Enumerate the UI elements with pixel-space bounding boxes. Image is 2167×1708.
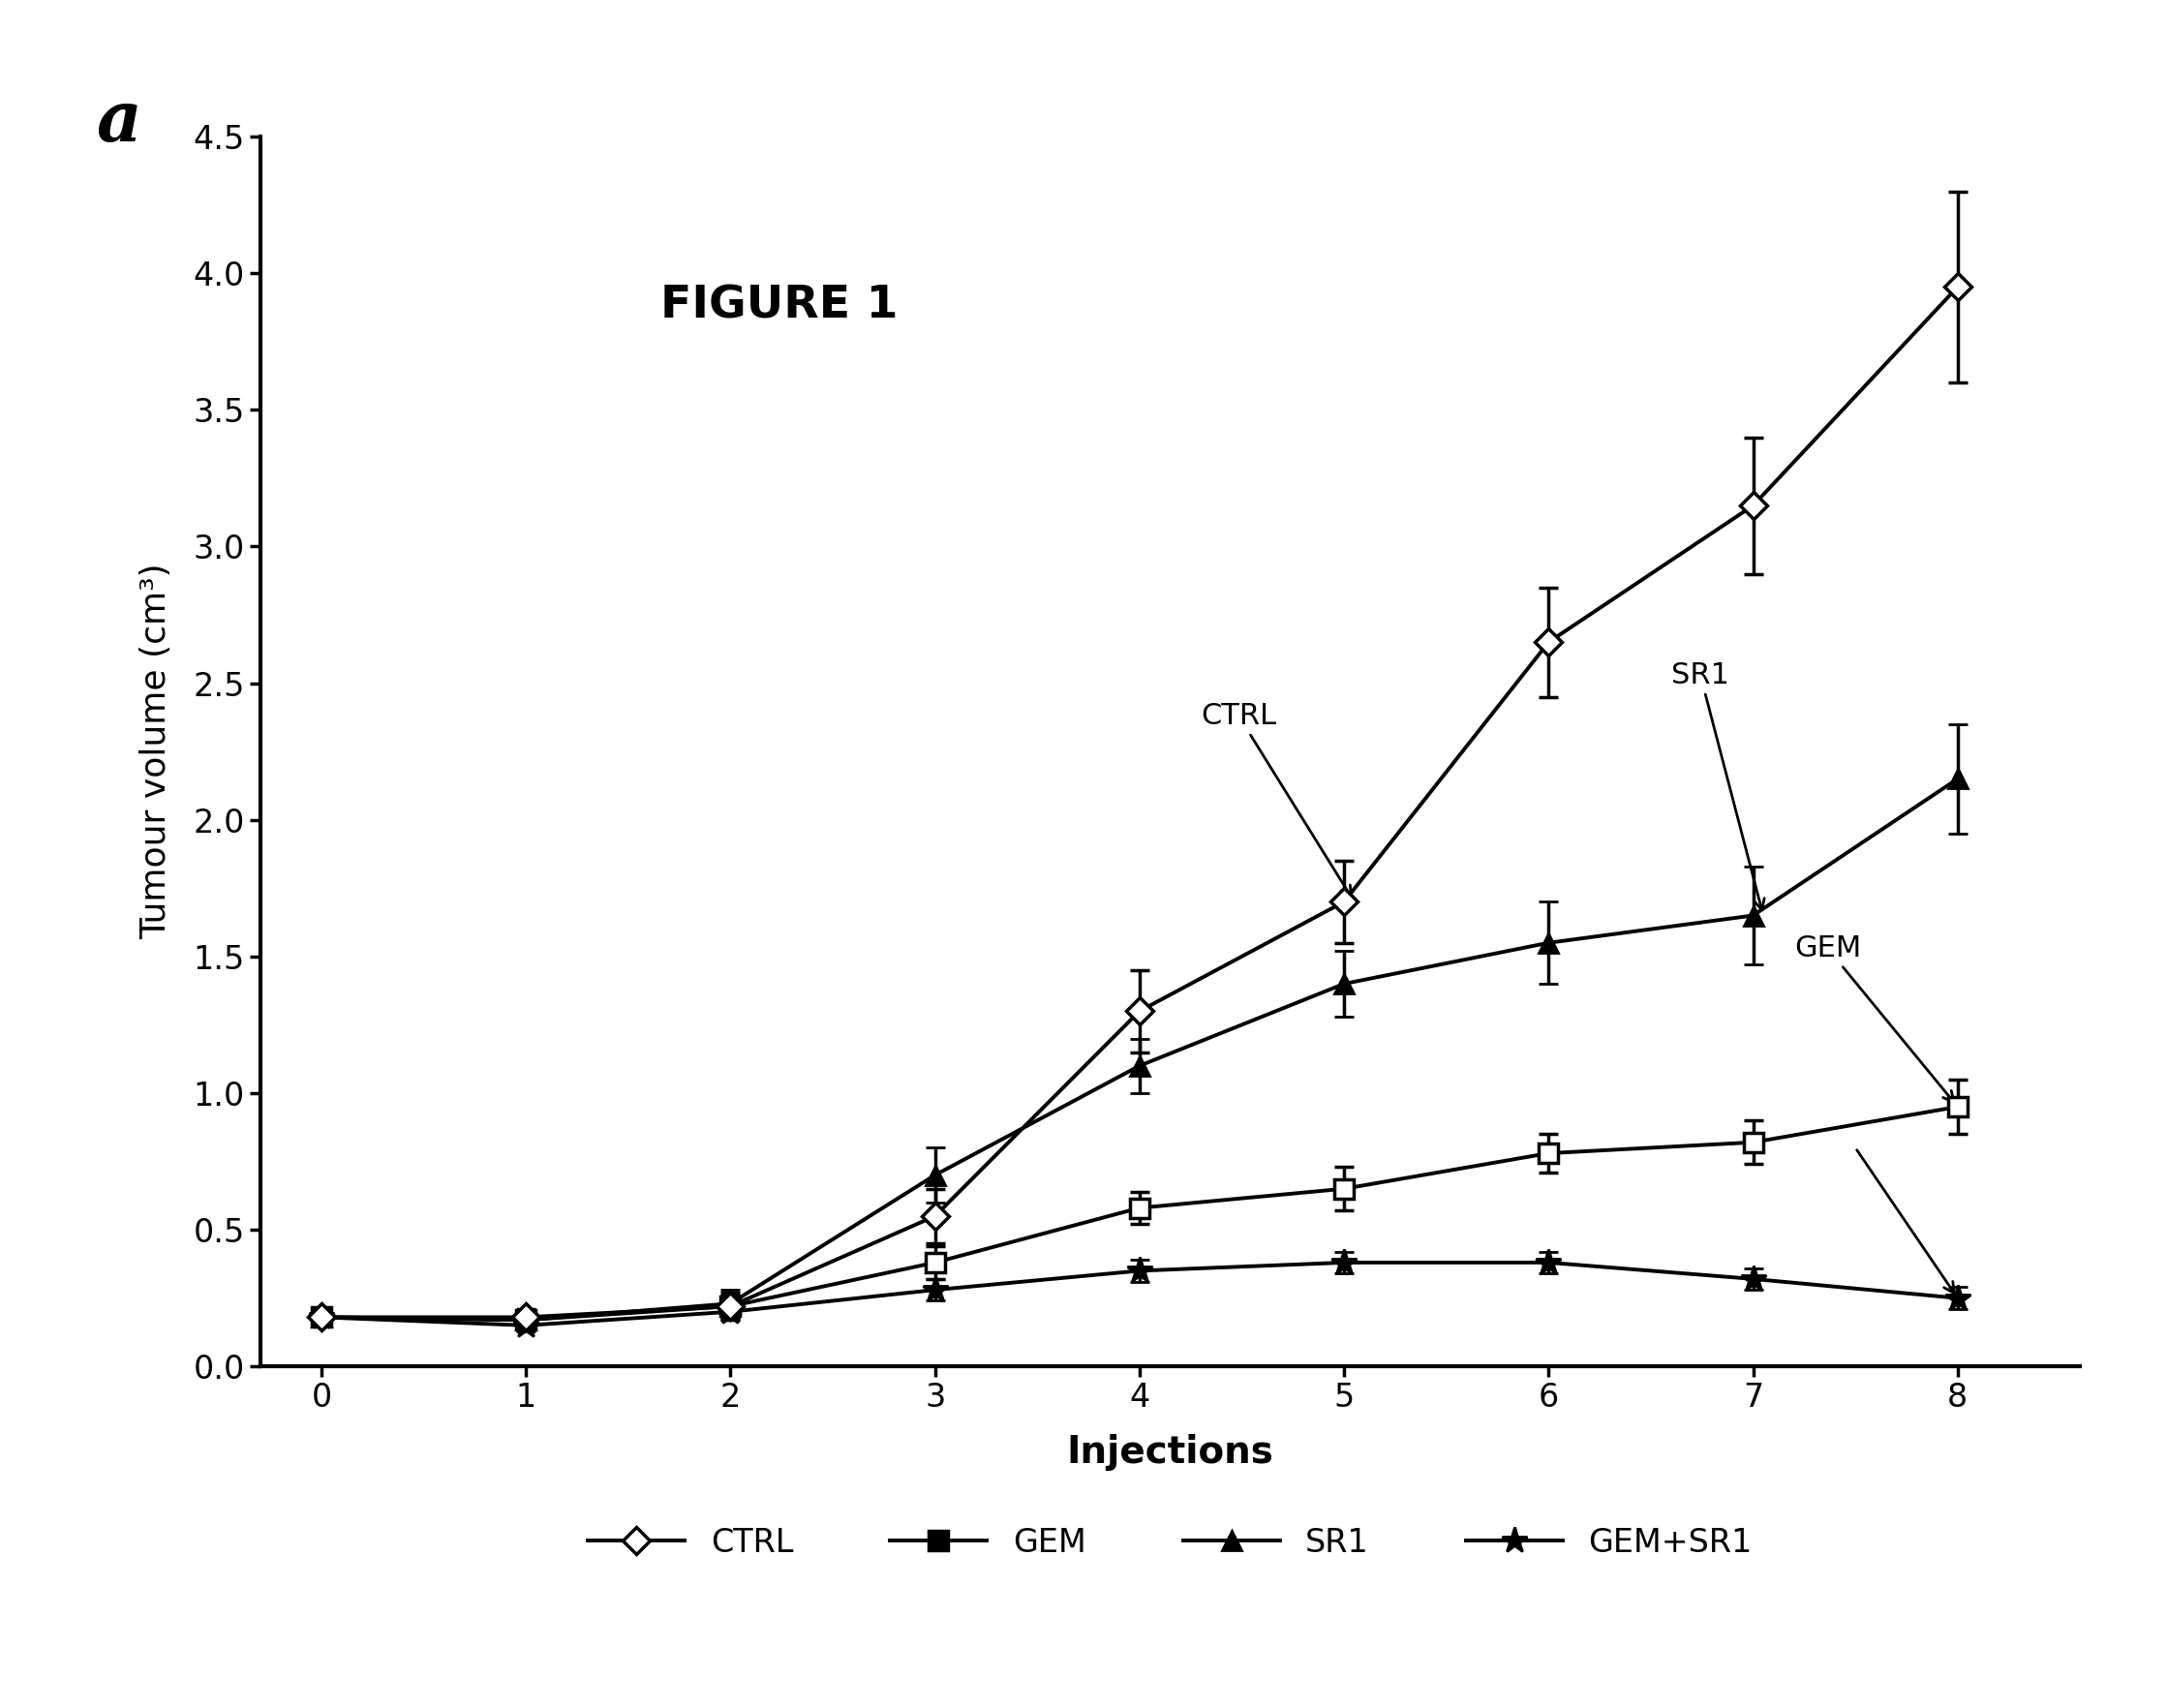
Legend: CTRL, GEM, SR1, GEM+SR1: CTRL, GEM, SR1, GEM+SR1: [574, 1513, 1766, 1571]
Text: a: a: [95, 87, 141, 155]
Y-axis label: Tumour volume (cm³): Tumour volume (cm³): [141, 564, 173, 939]
Text: FIGURE 1: FIGURE 1: [661, 284, 897, 328]
Text: CTRL: CTRL: [1201, 702, 1352, 897]
X-axis label: Injections: Injections: [1066, 1435, 1274, 1471]
Text: SR1: SR1: [1671, 661, 1764, 910]
Text: GEM: GEM: [1794, 934, 1955, 1102]
